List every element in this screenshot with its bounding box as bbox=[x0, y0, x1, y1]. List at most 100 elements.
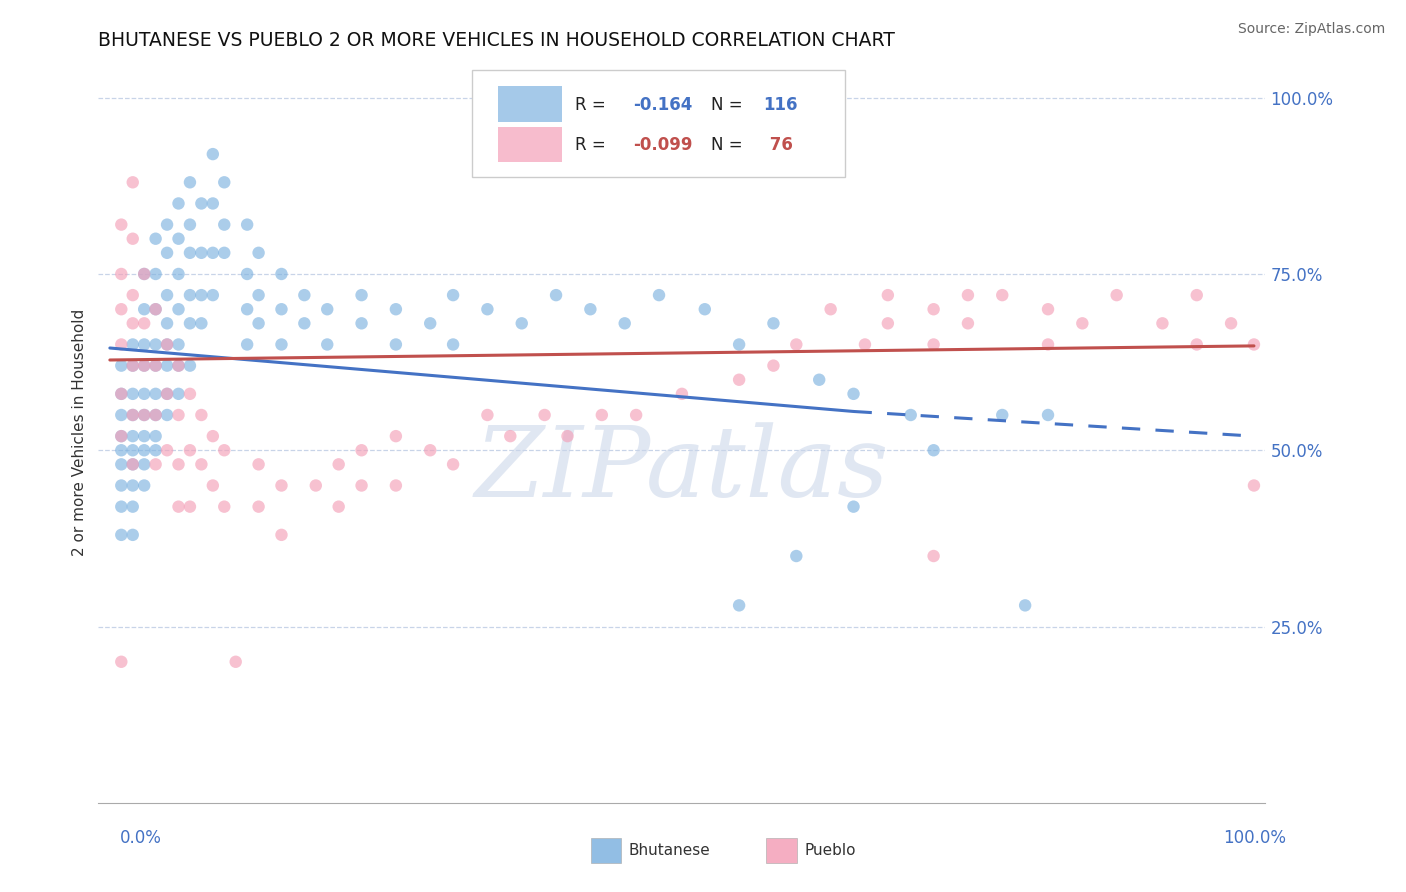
Point bbox=[145, 408, 167, 422]
Point bbox=[134, 359, 156, 373]
Point bbox=[121, 337, 143, 351]
Point bbox=[134, 387, 156, 401]
Point bbox=[671, 387, 693, 401]
Point bbox=[110, 429, 132, 443]
Point bbox=[419, 443, 441, 458]
Point bbox=[350, 288, 373, 302]
Point bbox=[214, 500, 236, 514]
Point bbox=[956, 316, 979, 330]
Point bbox=[190, 408, 212, 422]
Point bbox=[110, 655, 132, 669]
Point bbox=[236, 302, 259, 317]
Point bbox=[134, 408, 156, 422]
Point bbox=[728, 337, 751, 351]
Point bbox=[247, 500, 270, 514]
Point bbox=[328, 458, 350, 472]
Point bbox=[316, 302, 339, 317]
Point bbox=[510, 316, 533, 330]
Point bbox=[842, 500, 865, 514]
Point bbox=[121, 232, 143, 246]
Point bbox=[145, 443, 167, 458]
Point bbox=[156, 245, 179, 260]
Point bbox=[134, 267, 156, 281]
Point bbox=[134, 478, 156, 492]
Point bbox=[179, 387, 201, 401]
Point bbox=[167, 359, 190, 373]
Point bbox=[134, 302, 156, 317]
Point bbox=[110, 458, 132, 472]
Point bbox=[179, 218, 201, 232]
Point bbox=[1243, 478, 1265, 492]
Point bbox=[292, 288, 315, 302]
Point bbox=[145, 232, 167, 246]
Point bbox=[145, 458, 167, 472]
Point bbox=[1014, 599, 1036, 613]
Point bbox=[201, 245, 224, 260]
Point bbox=[922, 337, 945, 351]
Point bbox=[121, 288, 143, 302]
Point bbox=[134, 429, 156, 443]
Point bbox=[201, 478, 224, 492]
Point bbox=[385, 337, 408, 351]
Point bbox=[121, 500, 143, 514]
Point bbox=[477, 302, 499, 317]
Point bbox=[179, 175, 201, 189]
Point bbox=[190, 288, 212, 302]
Point bbox=[156, 359, 179, 373]
Point bbox=[110, 443, 132, 458]
Point bbox=[167, 359, 190, 373]
Point bbox=[201, 429, 224, 443]
Point bbox=[1220, 316, 1243, 330]
Point bbox=[134, 267, 156, 281]
Point bbox=[350, 316, 373, 330]
Point bbox=[145, 302, 167, 317]
Point bbox=[350, 443, 373, 458]
Point bbox=[145, 387, 167, 401]
Point bbox=[214, 443, 236, 458]
Point bbox=[247, 316, 270, 330]
Point bbox=[110, 408, 132, 422]
Point bbox=[648, 288, 671, 302]
Point bbox=[214, 218, 236, 232]
Point bbox=[156, 387, 179, 401]
Point bbox=[121, 458, 143, 472]
Point bbox=[1185, 288, 1208, 302]
Point bbox=[785, 337, 807, 351]
Point bbox=[134, 443, 156, 458]
Point bbox=[167, 267, 190, 281]
Point bbox=[236, 267, 259, 281]
Text: Pueblo: Pueblo bbox=[804, 844, 856, 858]
Point bbox=[156, 337, 179, 351]
Point bbox=[201, 196, 224, 211]
Point bbox=[441, 288, 464, 302]
Point bbox=[121, 316, 143, 330]
Point bbox=[1185, 337, 1208, 351]
Point bbox=[167, 500, 190, 514]
Text: 0.0%: 0.0% bbox=[120, 829, 162, 847]
Point bbox=[179, 316, 201, 330]
Point bbox=[156, 288, 179, 302]
Point bbox=[762, 359, 785, 373]
Point bbox=[991, 408, 1014, 422]
Point bbox=[121, 408, 143, 422]
Point bbox=[179, 443, 201, 458]
Point bbox=[922, 549, 945, 563]
Point bbox=[922, 443, 945, 458]
Point bbox=[270, 267, 292, 281]
Point bbox=[134, 458, 156, 472]
Point bbox=[145, 429, 167, 443]
Point bbox=[121, 478, 143, 492]
FancyBboxPatch shape bbox=[498, 87, 562, 121]
Point bbox=[236, 337, 259, 351]
Point bbox=[328, 500, 350, 514]
Point bbox=[121, 359, 143, 373]
Point bbox=[613, 316, 636, 330]
Point bbox=[179, 245, 201, 260]
Point bbox=[820, 302, 842, 317]
Point bbox=[110, 387, 132, 401]
FancyBboxPatch shape bbox=[472, 70, 845, 178]
Point bbox=[121, 387, 143, 401]
Text: 76: 76 bbox=[763, 136, 793, 154]
Point bbox=[728, 373, 751, 387]
Text: N =: N = bbox=[711, 136, 748, 154]
